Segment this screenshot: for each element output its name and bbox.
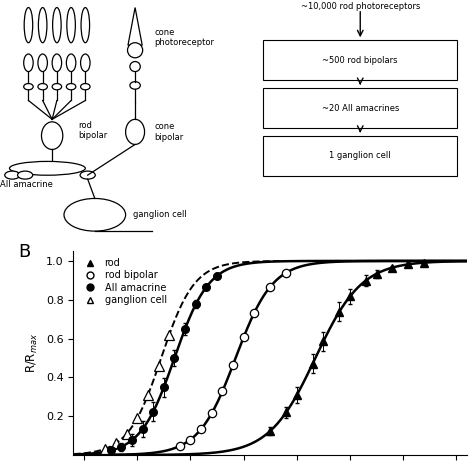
Ellipse shape	[81, 83, 90, 90]
Circle shape	[5, 171, 20, 179]
Ellipse shape	[42, 122, 63, 149]
Ellipse shape	[38, 8, 47, 43]
Ellipse shape	[24, 83, 33, 90]
Ellipse shape	[53, 8, 61, 43]
Text: AII amacrine: AII amacrine	[0, 180, 53, 189]
Text: ganglion cell: ganglion cell	[133, 210, 186, 219]
Ellipse shape	[66, 83, 76, 90]
Ellipse shape	[38, 83, 47, 90]
Text: cone
bipolar: cone bipolar	[154, 122, 183, 142]
Ellipse shape	[81, 8, 90, 43]
Text: ~10,000 rod photoreceptors: ~10,000 rod photoreceptors	[301, 2, 420, 11]
Ellipse shape	[67, 8, 75, 43]
Text: B: B	[18, 243, 31, 261]
FancyBboxPatch shape	[263, 136, 457, 176]
Ellipse shape	[81, 54, 90, 72]
Polygon shape	[128, 8, 142, 45]
Text: cone
photoreceptor: cone photoreceptor	[154, 28, 214, 47]
Ellipse shape	[9, 162, 85, 175]
Circle shape	[18, 171, 33, 179]
Circle shape	[80, 171, 95, 179]
FancyBboxPatch shape	[263, 40, 457, 81]
Text: ~20 AII amacrines: ~20 AII amacrines	[321, 103, 399, 112]
FancyBboxPatch shape	[263, 88, 457, 128]
Ellipse shape	[128, 43, 143, 58]
Ellipse shape	[24, 8, 33, 43]
Ellipse shape	[52, 83, 62, 90]
Y-axis label: R/R$_{max}$: R/R$_{max}$	[25, 333, 40, 373]
Ellipse shape	[24, 54, 33, 72]
Text: rod
bipolar: rod bipolar	[78, 121, 108, 140]
Ellipse shape	[66, 54, 76, 72]
Text: ~500 rod bipolars: ~500 rod bipolars	[322, 56, 398, 65]
Legend: rod, rod bipolar, AII amacrine, ganglion cell: rod, rod bipolar, AII amacrine, ganglion…	[78, 256, 169, 307]
Ellipse shape	[130, 82, 140, 89]
Text: 1 ganglion cell: 1 ganglion cell	[329, 151, 391, 160]
Ellipse shape	[52, 54, 62, 72]
Ellipse shape	[38, 54, 47, 72]
Circle shape	[64, 199, 126, 231]
Ellipse shape	[130, 62, 140, 72]
Ellipse shape	[126, 119, 145, 145]
